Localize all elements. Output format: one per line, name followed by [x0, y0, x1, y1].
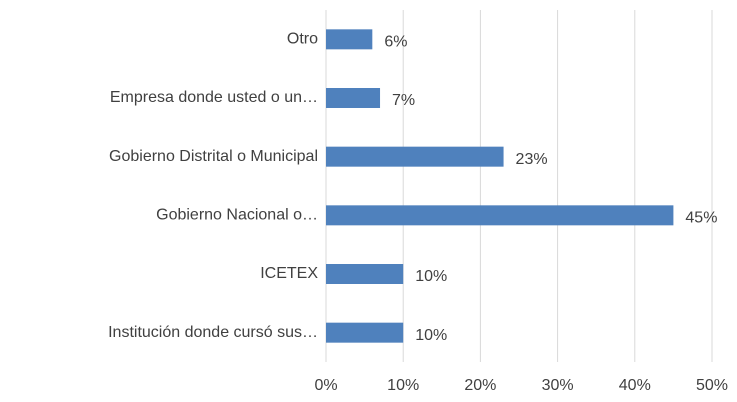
bar	[326, 322, 404, 343]
x-tick-label: 30%	[542, 377, 574, 394]
bar	[326, 88, 381, 108]
bar	[326, 205, 674, 226]
x-tick-label: 40%	[619, 377, 651, 394]
data-label: 23%	[516, 151, 548, 168]
x-tick-label: 10%	[387, 377, 419, 394]
y-tick-label: Gobierno Distrital o Municipal	[109, 148, 318, 165]
y-tick-label: Otro	[287, 31, 318, 48]
x-tick-label: 50%	[696, 377, 728, 394]
data-label: 6%	[384, 34, 407, 51]
y-tick-label: Empresa donde usted o un…	[110, 89, 318, 106]
bar	[326, 146, 504, 167]
x-tick-label: 0%	[314, 377, 337, 394]
y-tick-label: ICETEX	[260, 265, 318, 282]
data-label: 10%	[415, 327, 447, 344]
x-tick-label: 20%	[464, 377, 496, 394]
bar	[326, 29, 373, 50]
data-label: 10%	[415, 268, 447, 285]
bar	[326, 264, 404, 284]
data-label: 7%	[392, 92, 415, 109]
y-tick-label: Gobierno Nacional o…	[156, 207, 318, 224]
y-tick-label: Institución donde cursó sus…	[108, 324, 318, 341]
data-label: 45%	[685, 210, 717, 227]
